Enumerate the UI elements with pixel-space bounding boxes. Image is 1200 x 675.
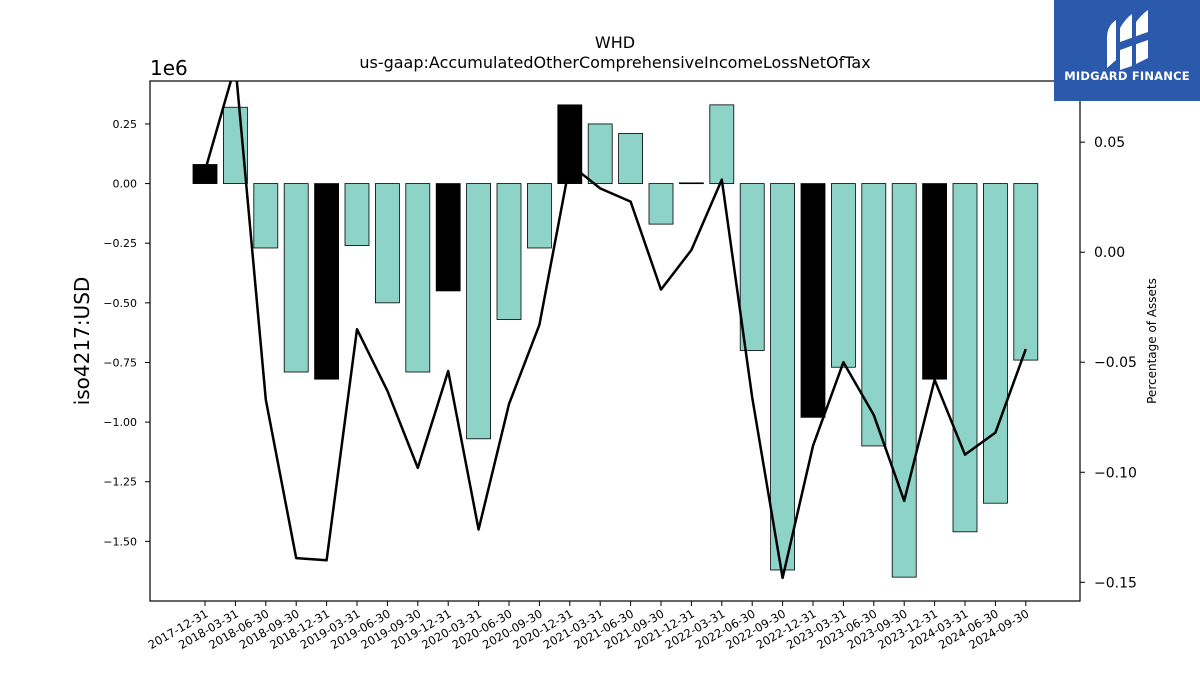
- bar-2022-09-30: [770, 183, 795, 571]
- bar-2021-06-30: [618, 133, 643, 184]
- bar-2023-06-30: [861, 183, 887, 447]
- bar-2023-09-30: [891, 183, 917, 578]
- y-axis-right: 0.05 0.00 −0.05 −0.10 −0.15: [1080, 135, 1137, 591]
- y2-tick-label: −0.10: [1094, 465, 1137, 481]
- y-tick-label: −0.50: [103, 297, 137, 310]
- bar-2020-09-30: [527, 183, 552, 249]
- brand-mark-icon: [1107, 10, 1148, 70]
- bar-2021-09-30: [648, 183, 674, 225]
- brand-logo: MIDGARD FINANCE: [1054, 0, 1200, 101]
- bar-2022-03-31: [709, 104, 735, 184]
- bar-2018-12-31: [314, 183, 340, 380]
- y-tick-label: −1.25: [103, 476, 137, 489]
- y2-tick-label: 0.00: [1094, 245, 1125, 261]
- bar-2022-12-31: [800, 183, 826, 418]
- bar-2022-06-30: [739, 183, 765, 351]
- brand-name: MIDGARD FINANCE: [1064, 69, 1190, 83]
- x-axis: 2017-12-312018-03-312018-06-302018-09-30…: [146, 601, 1031, 652]
- bar-2020-06-30: [496, 183, 522, 320]
- y-offset-label: 1e6: [150, 56, 188, 80]
- bar-2019-09-30: [405, 183, 431, 373]
- y-tick-label: −0.25: [103, 237, 137, 250]
- y2-tick-label: −0.05: [1094, 355, 1137, 371]
- y-tick-label: −1.00: [103, 416, 137, 429]
- bar-2024-06-30: [983, 183, 1008, 504]
- y-axis-label: iso4217:USD: [70, 277, 94, 406]
- bar-2020-03-31: [466, 183, 492, 440]
- bar-2024-03-31: [952, 183, 978, 533]
- y-tick-label: 0.25: [113, 118, 138, 131]
- bar-2019-03-31: [344, 183, 370, 246]
- y-axis-left: 0.25 0.00 −0.25 −0.50 −0.75 −1.00 −1.25 −1.50: [103, 118, 150, 548]
- bar-2024-09-30: [1013, 183, 1039, 361]
- bar-2021-12-31: [679, 182, 704, 185]
- chart-title: WHD: [595, 33, 635, 52]
- plot-frame: [149, 80, 1081, 602]
- chart-subtitle: us-gaap:AccumulatedOtherComprehensiveInc…: [359, 53, 870, 72]
- bar-2017-12-31: [192, 164, 218, 184]
- pct-of-assets-series: [203, 81, 1027, 580]
- y-tick-label: −0.75: [103, 356, 137, 369]
- bar-2023-12-31: [922, 183, 947, 380]
- bar-2018-09-30: [283, 183, 309, 373]
- y-tick-label: 0.00: [113, 178, 138, 191]
- bar-2023-03-31: [831, 183, 856, 368]
- bar-2018-06-30: [253, 183, 279, 249]
- bar-2021-03-31: [587, 123, 613, 184]
- y-tick-label: −1.50: [103, 535, 137, 548]
- bar-2019-12-31: [435, 183, 461, 292]
- y2-tick-label: −0.15: [1094, 575, 1137, 591]
- bar-series: [192, 104, 1039, 578]
- pct-of-assets-line: [203, 81, 1027, 580]
- y2-tick-label: 0.05: [1094, 135, 1125, 151]
- y2-axis-label: Percentage of Assets: [1145, 278, 1159, 404]
- bar-2019-06-30: [374, 183, 400, 304]
